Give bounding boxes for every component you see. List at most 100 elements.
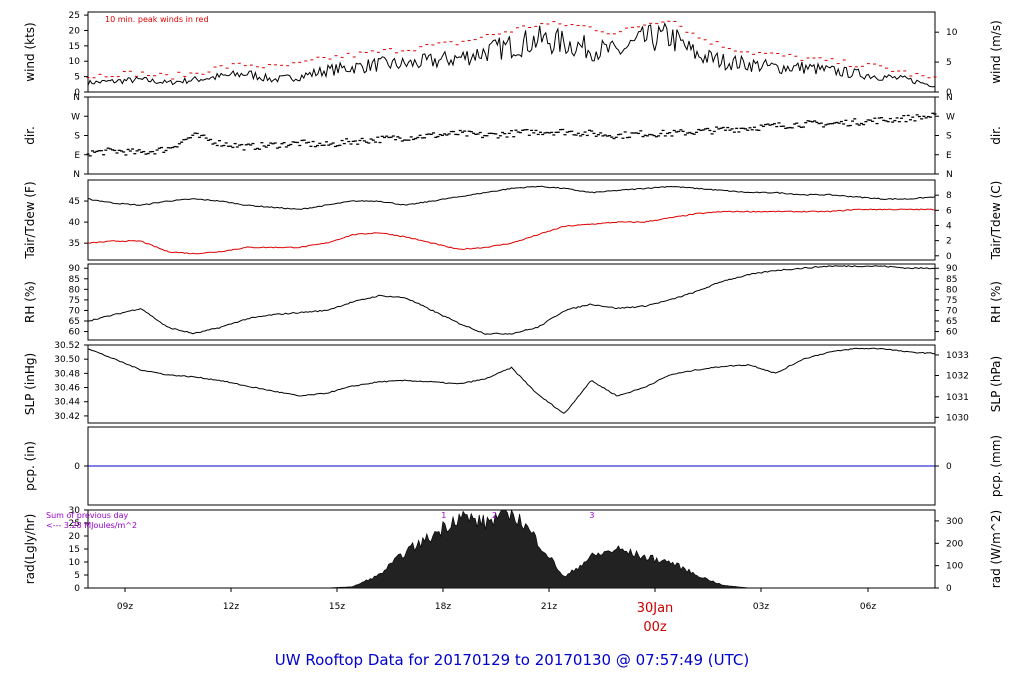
ylabel-right: dir. — [989, 126, 1003, 145]
tick-label-left: 60 — [69, 328, 81, 338]
date-label-day: 30Jan — [637, 601, 674, 616]
tick-label-right: 0 — [946, 584, 952, 594]
tick-label-right: 1032 — [946, 371, 969, 381]
tick-label-left: 40 — [69, 218, 81, 228]
tick-label-left: 30.48 — [54, 369, 80, 379]
tick-label-right: 80 — [946, 285, 958, 295]
tick-label-left: 30.42 — [54, 412, 80, 422]
tick-label-right: 200 — [946, 539, 963, 549]
tick-label-left: 90 — [69, 264, 81, 274]
tick-label-left: 35 — [69, 239, 80, 249]
tick-label-right: 5 — [946, 58, 952, 68]
tick-label-right: 1030 — [946, 413, 969, 423]
x-axis: 09z 12z 15z 18z 21z 03z 06z — [117, 588, 876, 612]
ylabel-right: Tair/Tdew (C) — [989, 181, 1003, 261]
tick-label-left: 45 — [69, 197, 80, 207]
ylabel-left: rad(Lgly/hr) — [23, 514, 37, 585]
tick-label-left: 0 — [74, 584, 80, 594]
tick-label-right: 2 — [946, 237, 952, 247]
tick-label-left: N — [73, 170, 80, 180]
rad-annotation-sum: Sum of previous day — [46, 511, 128, 520]
tick-label-left: 10 — [69, 558, 81, 568]
tick-label-left: 30 — [69, 506, 81, 516]
tick-label-right: 70 — [946, 306, 958, 316]
tick-label-left: 30.46 — [54, 384, 80, 394]
tick-label-left: 15 — [69, 545, 80, 555]
tick-label-left: 25 — [69, 519, 80, 529]
dewpoint-line — [87, 208, 935, 255]
x-tick-label: 09z — [117, 602, 133, 612]
tick-label-left: 5 — [74, 73, 80, 83]
tick-label-right: 60 — [946, 328, 958, 338]
wind-speed-line — [87, 22, 936, 88]
tick-label-right: 0 — [946, 462, 952, 472]
tick-label-left: 80 — [69, 285, 81, 295]
tick-label-left: 70 — [69, 306, 81, 316]
x-tick-label: 15z — [329, 602, 345, 612]
tick-label-right: 1033 — [946, 351, 969, 361]
tick-label-right: 300 — [946, 517, 963, 527]
rad-marker: 3 — [589, 511, 594, 520]
rad-marker: 2 — [492, 511, 497, 520]
ylabel-left: pcp. (in) — [23, 441, 37, 491]
ylabel-right: pcp. (mm) — [989, 435, 1003, 497]
tick-label-right: E — [946, 151, 952, 161]
x-tick-label: 18z — [435, 602, 451, 612]
ylabel-left: SLP (inHg) — [23, 353, 37, 415]
tick-label-right: 10 — [946, 28, 958, 38]
tick-label-left: 10 — [69, 57, 81, 67]
tick-label-left: 0 — [74, 462, 80, 472]
panel-frame — [87, 96, 936, 175]
tick-label-right: 90 — [946, 264, 958, 274]
tick-label-left: W — [71, 112, 80, 122]
tick-label-left: N — [73, 93, 80, 103]
x-tick-label: 03z — [753, 602, 769, 612]
panel-frame — [87, 179, 936, 261]
slp-line — [87, 347, 936, 414]
tick-label-right: 0 — [946, 88, 952, 98]
panel-frame — [87, 344, 936, 424]
tick-label-left: S — [74, 132, 80, 142]
tick-label-left: 25 — [69, 11, 80, 21]
tick-label-left: 75 — [69, 296, 80, 306]
tick-label-left: 85 — [69, 275, 80, 285]
panel-slp: 30.42 30.44 30.46 30.48 30.50 30.52 1030 1031 10… — [23, 341, 1003, 424]
panel-pcp: 0 0 pcp. (in) pcp. (mm) — [23, 426, 1003, 506]
tick-label-left: 20 — [69, 26, 81, 36]
tick-label-left: 30.50 — [54, 355, 80, 365]
panel-frame — [87, 11, 936, 93]
tick-label-right: 100 — [946, 562, 963, 572]
ylabel-left: wind (kts) — [23, 22, 37, 81]
tick-label-right: 4 — [946, 221, 952, 231]
wind-annotation: 10 min. peak winds in red — [105, 15, 209, 24]
ylabel-left: dir. — [23, 126, 37, 145]
tick-label-left: 65 — [69, 317, 80, 327]
tick-label-left: 30.44 — [54, 398, 80, 408]
rh-line — [87, 265, 936, 335]
tick-label-right: 6 — [946, 206, 952, 216]
tick-label-right: 75 — [946, 296, 957, 306]
tick-label-right: 65 — [946, 317, 957, 327]
tick-label-right: W — [946, 112, 955, 122]
x-tick-label: 21z — [541, 602, 557, 612]
tick-label-right: 85 — [946, 275, 957, 285]
ylabel-right: wind (m/s) — [989, 20, 1003, 84]
x-tick-label: 12z — [223, 602, 239, 612]
tick-label-right: S — [946, 132, 952, 142]
tick-label-left: 5 — [74, 571, 80, 581]
tick-label-right: 8 — [946, 191, 952, 201]
tick-label-left: E — [74, 151, 80, 161]
x-tick-label: 06z — [860, 602, 876, 612]
page-title: UW Rooftop Data for 20170129 to 20170130… — [275, 651, 749, 669]
tick-label-left: 0 — [74, 88, 80, 98]
air-temp-line — [87, 185, 936, 210]
tick-label-right: N — [946, 170, 953, 180]
panel-wind: 0 5 10 15 20 25 0 5 10 wind (kts) wind (m/s) 10 min… — [23, 11, 1003, 98]
tick-label-right: 0 — [946, 252, 952, 262]
ylabel-left: RH (%) — [23, 281, 37, 323]
tick-label-right: 1031 — [946, 393, 969, 403]
tick-label-left: 30.52 — [54, 341, 80, 351]
